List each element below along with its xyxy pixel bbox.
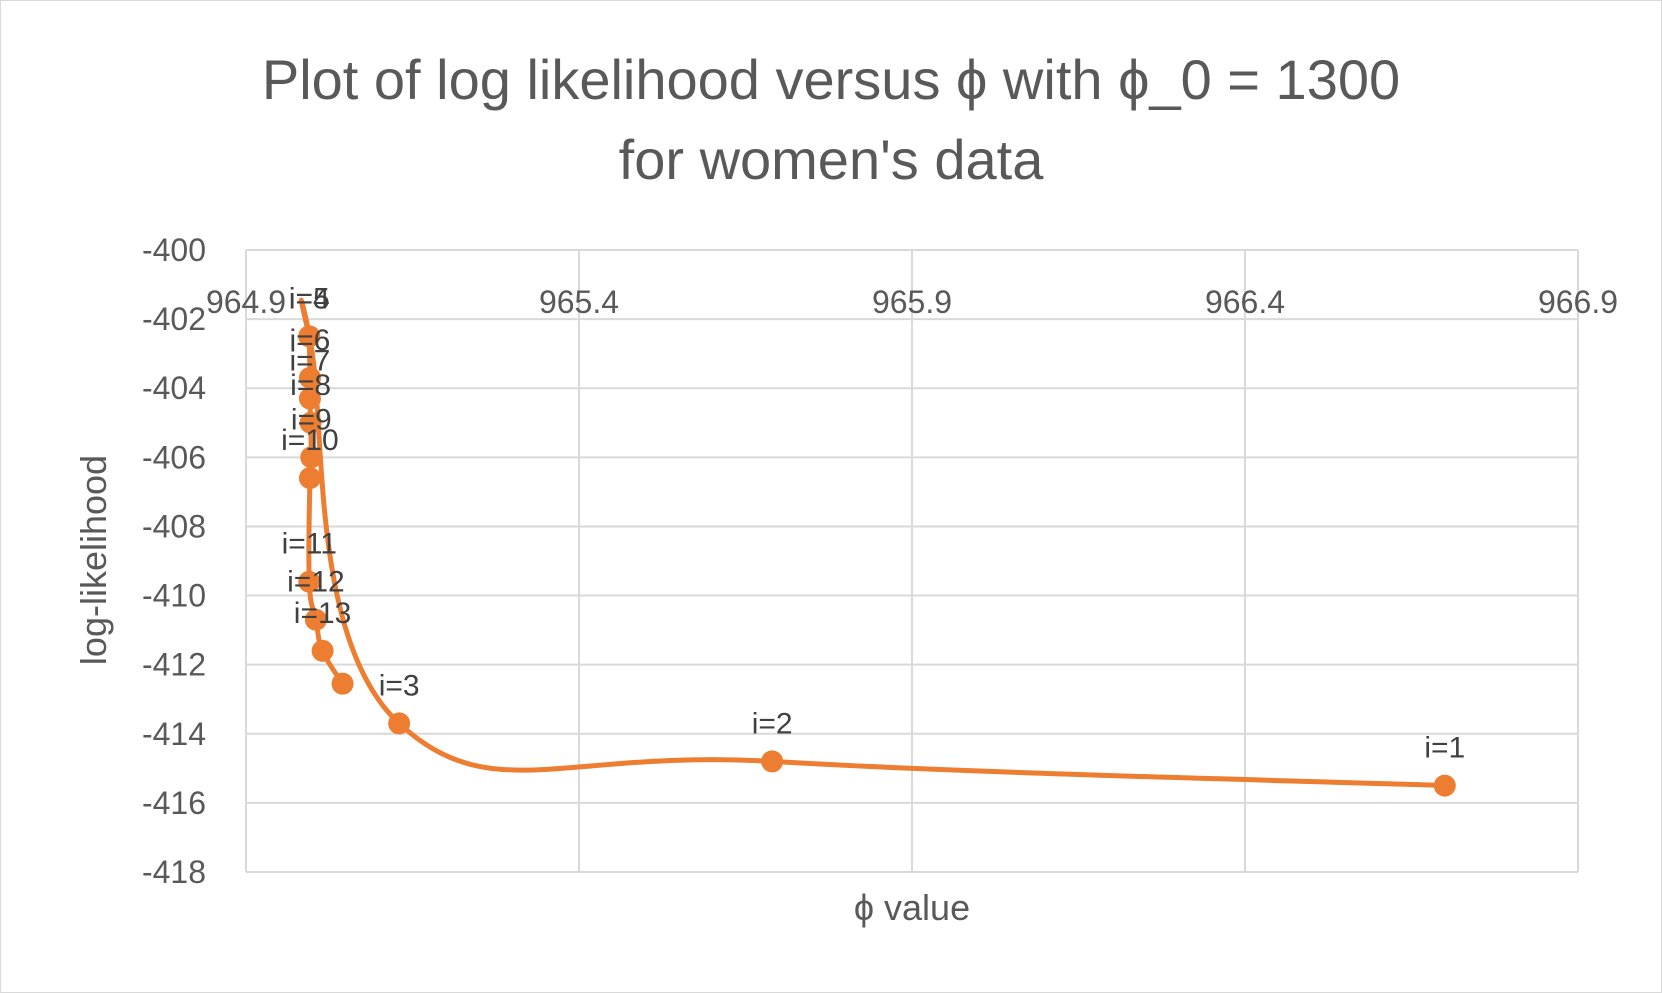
data-labels: i=1 i=2 i=3 i=4i=5 i=6i=7i=8i=9i=10 i=11 i=12i… [281, 282, 1465, 764]
y-tick-label: -416 [142, 785, 206, 821]
data-label: i=2 [752, 707, 793, 740]
chart-title-line-1: Plot of log likelihood versus ϕ with ϕ_0… [261, 48, 1401, 111]
x-tick-label: 966.4 [1205, 284, 1285, 320]
x-tick-label: 965.9 [872, 284, 952, 320]
series-log-likelihood [298, 297, 1456, 797]
data-label: i=10 [281, 424, 339, 457]
data-point [388, 712, 411, 735]
y-tick-label: -406 [142, 439, 206, 475]
data-point [298, 387, 321, 410]
axes: -400 -402 -404 -406 -408 -410 -412 -414 -416 -418… [142, 232, 1618, 890]
series-line [298, 297, 1448, 789]
data-point [304, 608, 327, 631]
y-tick-label: -404 [142, 370, 206, 406]
data-point [298, 325, 321, 348]
x-tick-label: 964.9 [206, 284, 286, 320]
x-tick-label: 966.9 [1538, 284, 1618, 320]
data-label: i=12 [287, 566, 345, 599]
grid [245, 249, 1579, 873]
y-axis-title: log-likelihood [73, 455, 114, 665]
x-tick-label: 965.4 [539, 284, 619, 320]
y-tick-label: -408 [142, 508, 206, 544]
x-axis-title: ϕ value [854, 887, 970, 928]
data-label: i=5 [289, 282, 330, 315]
chart-title: Plot of log likelihood versus ϕ with ϕ_0… [0, 40, 1662, 200]
data-point [311, 639, 334, 662]
data-point [298, 570, 321, 593]
y-tick-label: -402 [142, 301, 206, 337]
data-point [299, 411, 322, 434]
data-label: i=13 [294, 597, 352, 630]
data-point [331, 672, 354, 695]
data-label: i=1 [1424, 732, 1465, 765]
data-point [761, 750, 784, 773]
data-label: i=8 [290, 369, 331, 402]
y-tick-label: -418 [142, 854, 206, 890]
data-point [298, 467, 321, 490]
data-point [298, 366, 321, 389]
data-point [300, 446, 323, 469]
y-tick-label: -412 [142, 647, 206, 683]
data-label: i=11 [282, 528, 337, 561]
data-label: i=9 [291, 403, 332, 436]
data-label: i=7 [289, 345, 330, 378]
y-tick-label: -414 [142, 716, 206, 752]
y-tick-label: -410 [142, 578, 206, 614]
y-tick-label: -400 [142, 232, 206, 268]
data-label: i=6 [289, 324, 330, 357]
data-point [1433, 774, 1456, 797]
chart-title-line-2: for women's data [618, 128, 1044, 191]
data-label: i=3 [379, 669, 420, 702]
data-label: i=4 [289, 282, 330, 315]
